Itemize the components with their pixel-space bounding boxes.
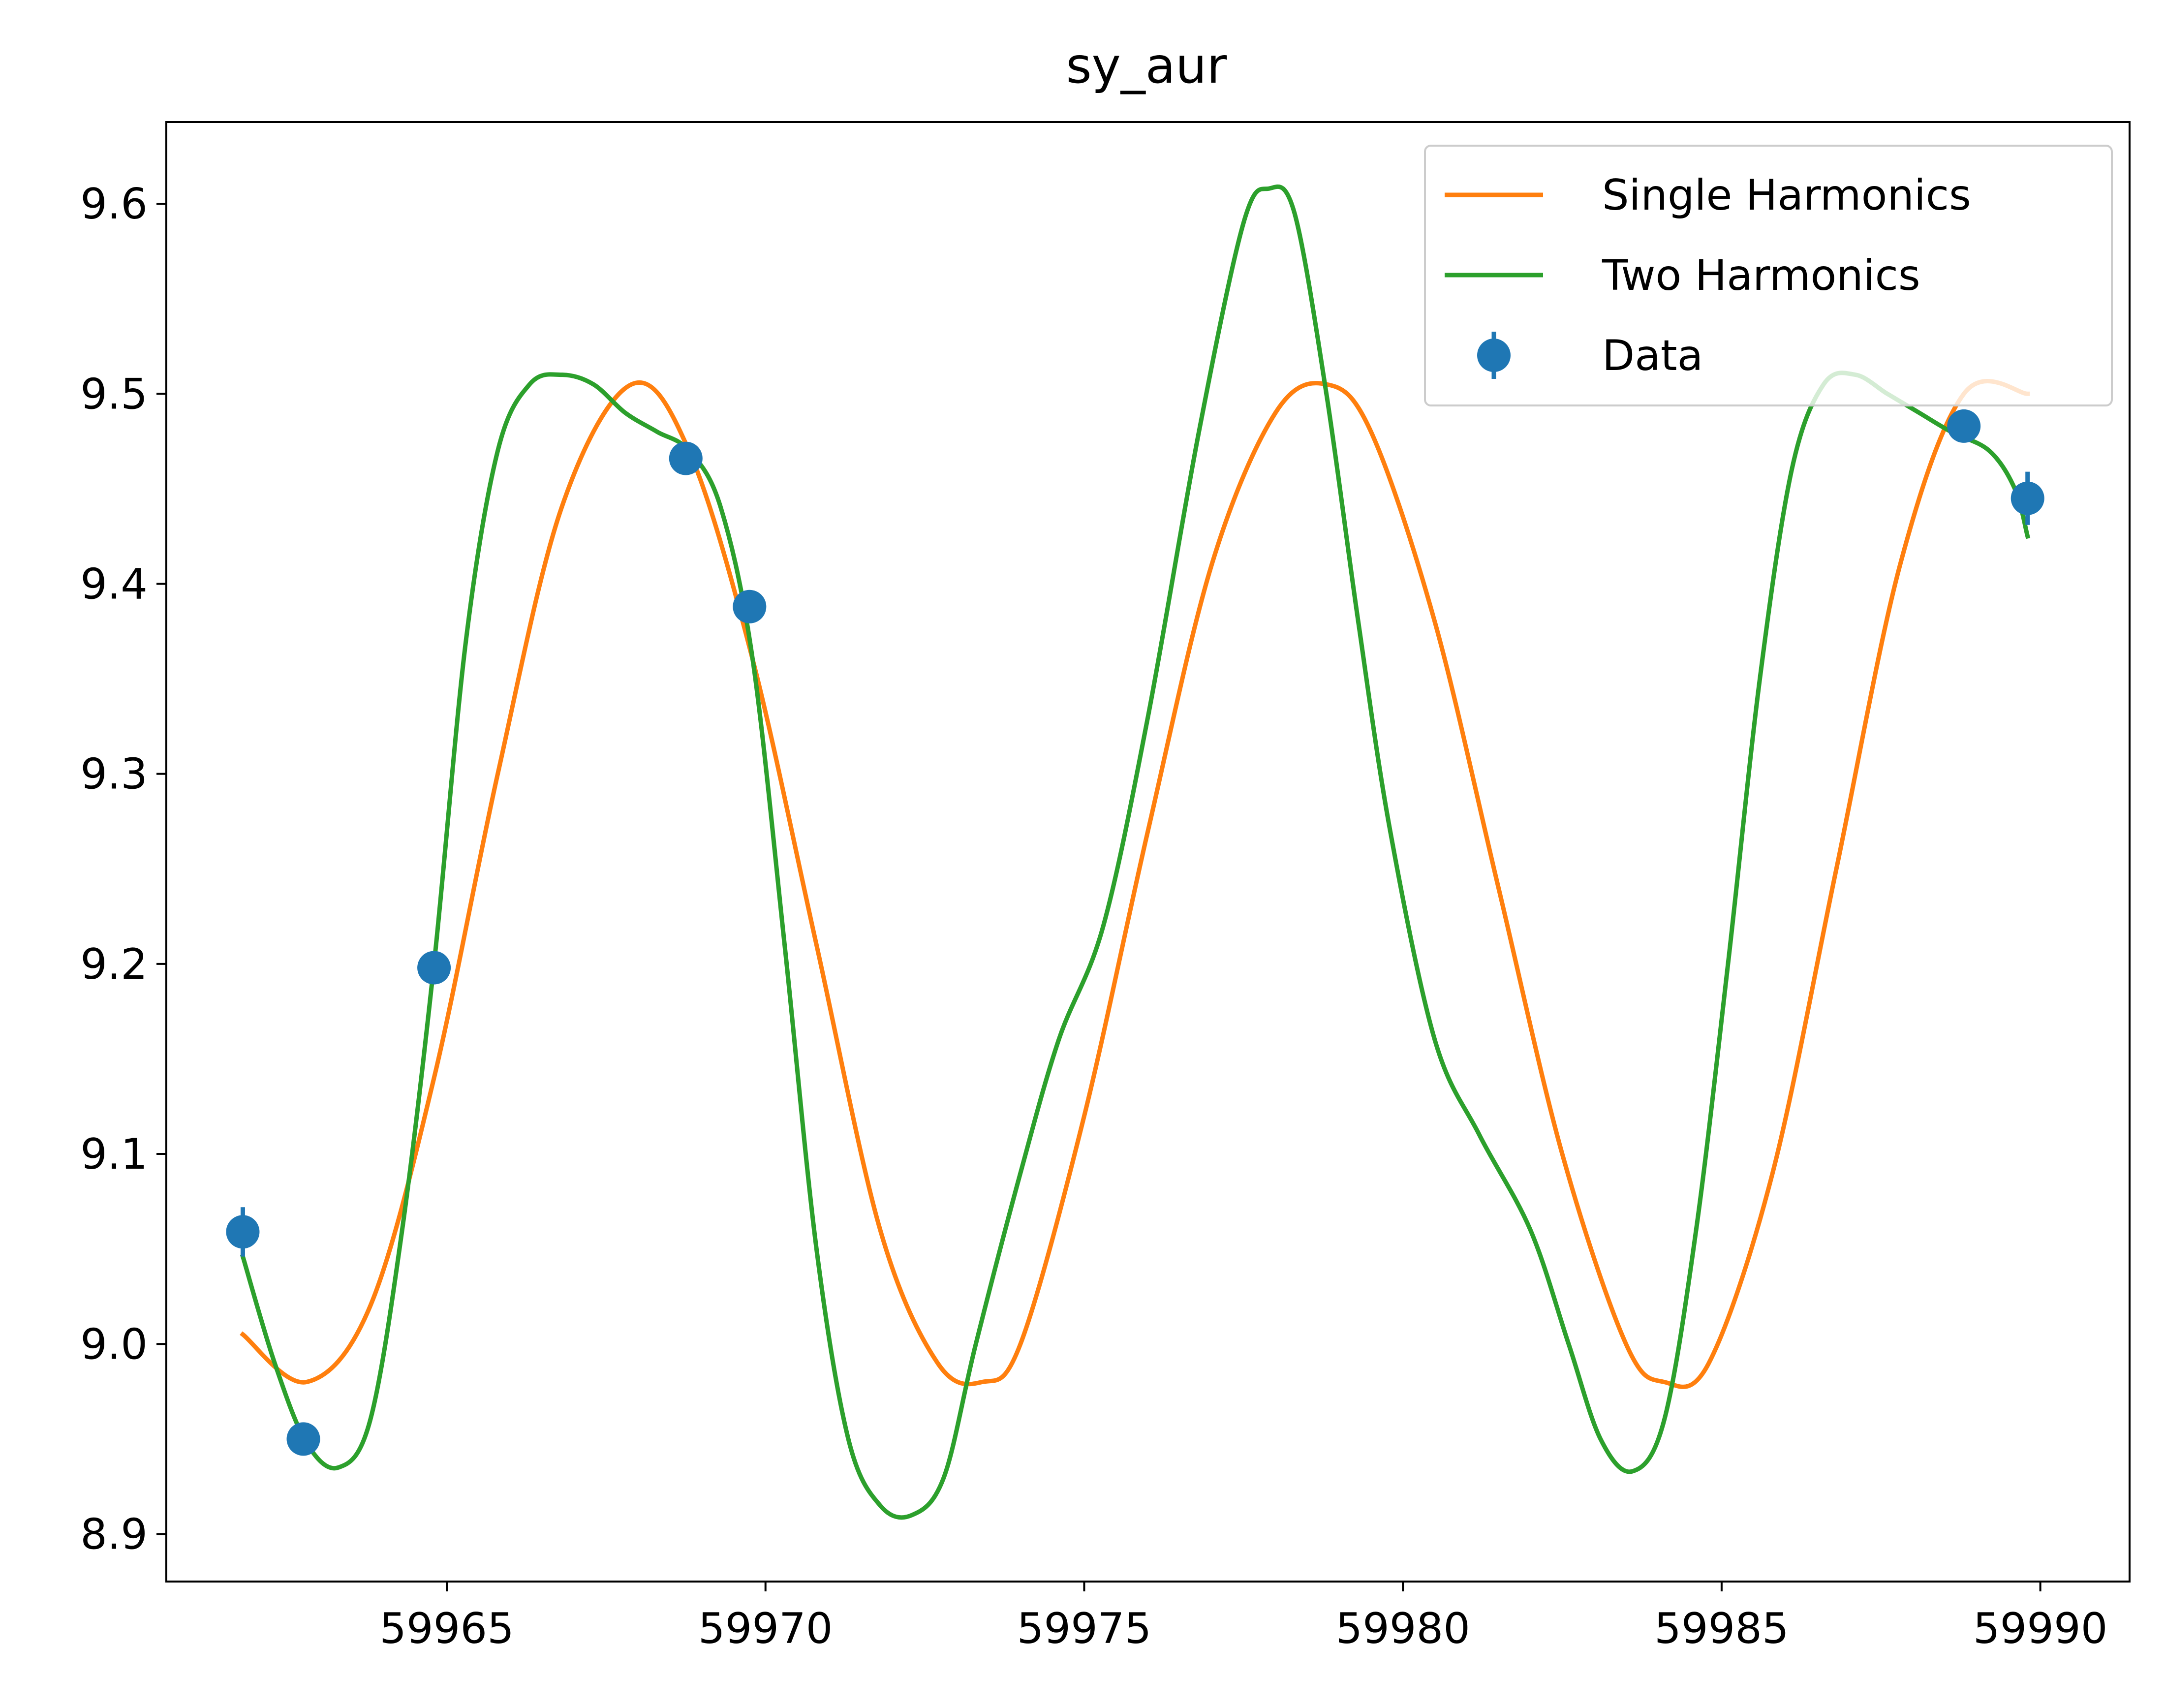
legend-label-data: Data <box>1602 331 1703 380</box>
y-tick-label: 8.9 <box>80 1510 148 1559</box>
legend-box <box>1424 145 2113 406</box>
series-line-two-harmonics <box>240 184 2031 1520</box>
y-tick-label: 9.1 <box>80 1130 148 1179</box>
x-tick-label: 59975 <box>1017 1604 1152 1653</box>
x-tick-label: 59985 <box>1654 1604 1789 1653</box>
x-tick-label: 59990 <box>1973 1604 2108 1653</box>
legend-label-single-harmonics: Single Harmonics <box>1602 171 1971 220</box>
axes: 59965 59970 59975 59980 59985 59990 8.9 9.0 9.1 9… <box>80 180 2107 1653</box>
y-tick-label: 9.6 <box>80 180 148 229</box>
y-tick-label: 9.2 <box>80 940 148 989</box>
data-point-1 <box>226 1215 260 1249</box>
y-tick-label: 9.0 <box>80 1320 148 1369</box>
y-tick-label: 9.4 <box>80 559 148 609</box>
data-point-4 <box>669 441 703 475</box>
plot-frame <box>165 121 2131 1583</box>
plot-area <box>226 184 2044 1520</box>
x-tick-label: 59965 <box>379 1604 514 1653</box>
y-tick-label: 9.3 <box>80 750 148 799</box>
data-point-2 <box>286 1422 320 1456</box>
x-tick-label: 59970 <box>698 1604 833 1653</box>
x-tick-label: 59980 <box>1335 1604 1470 1653</box>
legend: Single Harmonics Two Harmonics Data <box>1424 145 2113 406</box>
legend-label-two-harmonics: Two Harmonics <box>1602 251 1920 300</box>
data-point-3 <box>417 951 451 985</box>
legend-marker-data <box>1477 339 1511 372</box>
series-line-single-harmonics <box>240 379 2030 1389</box>
data-point-5 <box>733 590 767 623</box>
data-point-6 <box>1947 409 1981 443</box>
chart-title: sy_aur <box>1066 37 1227 94</box>
y-tick-label: 9.5 <box>80 370 148 419</box>
data-point-7 <box>2010 481 2044 515</box>
